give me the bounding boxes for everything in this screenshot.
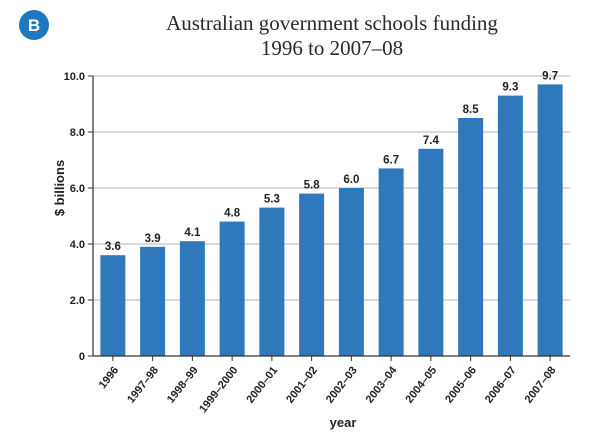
bar <box>140 246 166 356</box>
x-tick-label: 2001–02 <box>284 364 320 405</box>
value-label: 4.8 <box>224 208 241 220</box>
x-tick-label: 2003–04 <box>364 364 400 406</box>
bar <box>100 255 126 356</box>
figure-badge: B <box>19 10 49 40</box>
x-tick-label: 2006–07 <box>483 364 519 405</box>
x-tick-label: 2004–05 <box>403 364 439 405</box>
value-label: 9.3 <box>502 82 518 94</box>
bar <box>418 148 444 356</box>
x-axis-label: year <box>330 415 357 430</box>
bar <box>338 188 364 356</box>
x-tick-label: 2000–01 <box>244 364 280 405</box>
bars <box>100 84 563 357</box>
x-tick-label: 1999–2000 <box>197 364 240 415</box>
x-tick-label: 1998–99 <box>165 364 201 405</box>
chart-title-line-1: Australian government schools funding <box>166 11 498 35</box>
value-label: 6.0 <box>343 174 359 186</box>
value-label: 9.7 <box>542 70 558 82</box>
value-label: 8.5 <box>463 104 480 116</box>
x-tick-label: 1997–98 <box>125 364 161 405</box>
y-tick-label: 2.0 <box>70 295 85 307</box>
x-tick-label: 2005–06 <box>443 364 479 405</box>
y-tick-labels: 0 2.0 4.0 6.0 8.0 10.0 <box>64 71 85 363</box>
axes <box>88 75 570 361</box>
value-label: 4.1 <box>184 227 201 239</box>
badge-circle <box>19 10 49 40</box>
value-label: 5.3 <box>264 194 280 206</box>
value-label: 7.4 <box>423 135 440 147</box>
x-tick-label: 1996 <box>97 364 122 391</box>
bar <box>299 193 325 356</box>
bar <box>219 221 245 356</box>
value-label: 6.7 <box>383 154 399 166</box>
value-label: 3.9 <box>145 233 161 245</box>
value-label: 5.8 <box>304 180 321 192</box>
grid <box>93 75 570 301</box>
bar <box>378 168 404 356</box>
x-tick-label: 2007–08 <box>523 364 559 405</box>
x-tick-label: 2002–03 <box>324 364 360 405</box>
y-tick-label: 8.0 <box>70 127 85 139</box>
bar <box>259 207 285 356</box>
bar <box>179 241 205 356</box>
y-tick-label: 0 <box>79 351 85 363</box>
bar <box>458 118 484 356</box>
y-tick-label: 10.0 <box>64 71 85 83</box>
bar <box>497 95 523 356</box>
bar <box>537 84 563 357</box>
badge-letter: B <box>28 16 40 35</box>
y-tick-label: 6.0 <box>70 183 85 195</box>
value-labels: 3.6 3.9 4.1 4.8 5.3 5.8 6.0 6.7 7.4 8.5 9.3 9.7 <box>105 70 558 253</box>
y-axis-label: $ billions <box>52 160 67 216</box>
y-tick-label: 4.0 <box>70 239 85 251</box>
chart-title-line-2: 1996 to 2007–08 <box>261 36 403 60</box>
value-label: 3.6 <box>105 241 121 253</box>
